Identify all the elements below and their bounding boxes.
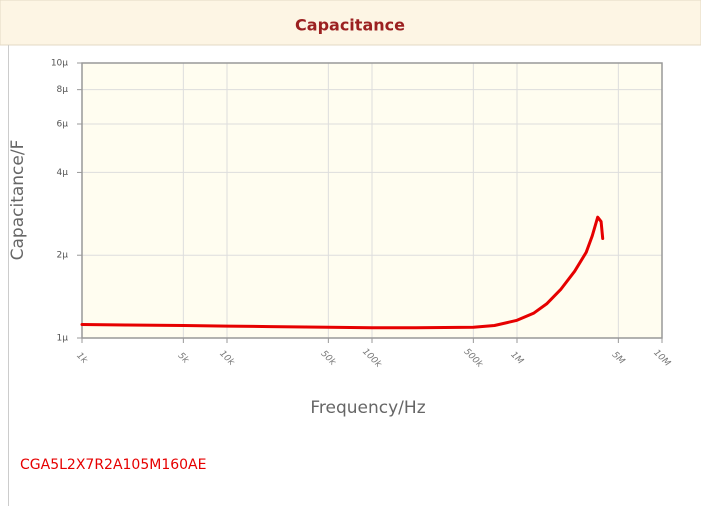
x-tick-label: 500k [462, 347, 485, 370]
y-axis-label: Capacitance/F [8, 140, 28, 261]
x-tick-label: 1M [508, 350, 525, 367]
y-tick-label: 4µ [57, 168, 69, 178]
chart-title: Capacitance [295, 16, 405, 35]
part-number: CGA5L2X7R2A105M160AE [20, 457, 206, 473]
x-tick-label: 5M [610, 350, 627, 367]
x-tick-label: 10M [651, 348, 672, 369]
x-tick-label: 5k [176, 351, 191, 366]
y-tick-label: 6µ [57, 120, 69, 130]
x-tick-label: 100k [360, 347, 383, 370]
plot-border [81, 62, 663, 339]
y-tick-label: 10µ [51, 59, 68, 69]
x-axis-label: Frequency/Hz [310, 398, 425, 418]
y-tick-label: 2µ [57, 251, 69, 261]
series-line [80, 215, 605, 330]
x-tick-label: 1k [74, 351, 89, 366]
y-tick-label: 1µ [57, 334, 69, 344]
x-tick-label: 50k [319, 349, 338, 368]
y-tick-label: 8µ [57, 85, 69, 95]
x-tick-label: 10k [217, 349, 236, 368]
header-bar [0, 0, 701, 46]
